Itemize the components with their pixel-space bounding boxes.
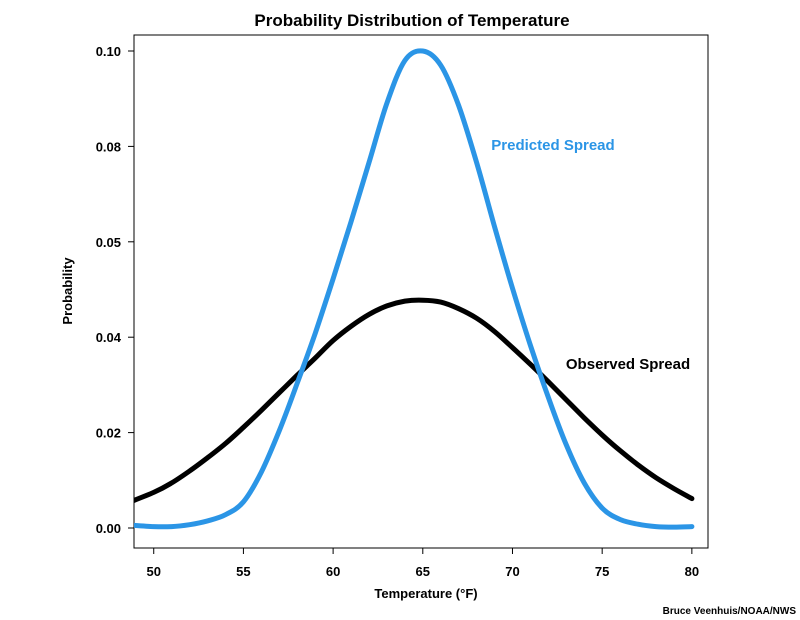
y-tick-label: 0.05 (96, 235, 121, 250)
y-tick-label: 0.02 (96, 426, 121, 441)
plot-area-frame (133, 34, 709, 549)
y-tick-label: 0.04 (96, 330, 122, 345)
x-tick-label: 80 (685, 564, 699, 579)
predicted-spread-line (134, 48, 695, 530)
x-axis-label: Temperature (°F) (374, 586, 477, 601)
observed-spread-line (134, 297, 695, 504)
x-tick-label: 70 (505, 564, 519, 579)
chart-title: Probability Distribution of Temperature (254, 11, 569, 30)
y-tick-label: 0.08 (96, 139, 121, 154)
x-tick-label: 60 (326, 564, 340, 579)
y-axis-ticks: 0.00 0.02 0.04 0.05 0.08 0.10 (96, 44, 134, 536)
y-tick-label: 0.10 (96, 44, 121, 59)
x-tick-label: 50 (146, 564, 160, 579)
x-tick-label: 55 (236, 564, 250, 579)
credit-text: Bruce Veenhuis/NOAA/NWS (663, 606, 797, 617)
predicted-spread-label: Predicted Spread (491, 137, 614, 154)
series-lines (134, 48, 695, 530)
x-axis-ticks: 50 55 60 65 70 75 80 (146, 548, 699, 579)
observed-spread-label: Observed Spread (566, 356, 690, 373)
y-axis-label: Probability (60, 257, 75, 325)
x-tick-label: 65 (416, 564, 430, 579)
x-tick-label: 75 (595, 564, 609, 579)
y-tick-label: 0.00 (96, 521, 121, 536)
